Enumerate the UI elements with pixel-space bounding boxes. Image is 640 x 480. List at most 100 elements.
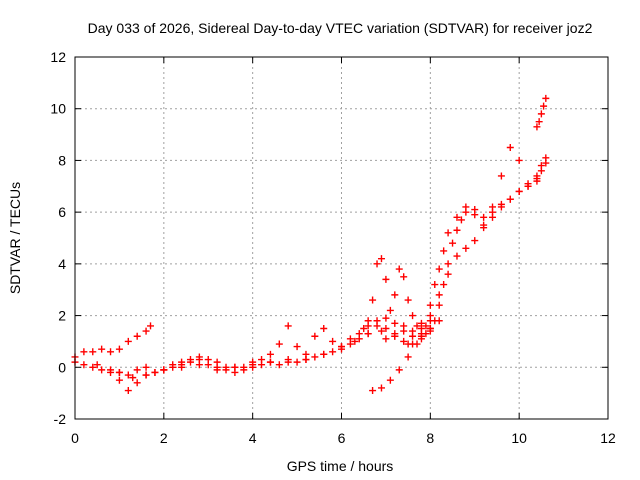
data-point <box>395 265 403 273</box>
data-point <box>440 247 448 255</box>
data-point <box>400 273 408 281</box>
data-point <box>329 348 337 356</box>
data-point <box>293 358 301 366</box>
data-point <box>480 213 488 221</box>
data-point <box>435 291 443 299</box>
data-point <box>382 325 390 332</box>
data-point <box>364 330 372 338</box>
data-point <box>404 353 412 361</box>
data-point <box>453 213 461 221</box>
data-point <box>426 325 434 332</box>
data-point <box>524 182 532 190</box>
data-series-4 <box>115 317 443 382</box>
data-point <box>497 172 505 180</box>
data-series-3 <box>93 314 434 379</box>
data-point <box>302 356 310 364</box>
data-point <box>377 255 385 263</box>
data-point <box>142 371 150 379</box>
data-point <box>213 358 221 366</box>
data-point <box>369 387 377 395</box>
data-series-5 <box>360 167 545 338</box>
data-point <box>115 368 123 376</box>
data-point <box>107 366 115 374</box>
data-point <box>533 123 541 131</box>
x-axis-label: GPS time / hours <box>287 458 394 474</box>
y-tick-label: 4 <box>58 256 66 272</box>
data-series-8 <box>533 94 550 131</box>
data-point <box>169 361 177 369</box>
data-point <box>266 358 274 366</box>
data-point <box>284 322 292 330</box>
data-point <box>124 387 132 395</box>
data-point <box>435 301 443 309</box>
data-point <box>275 361 283 369</box>
data-point <box>129 374 137 382</box>
data-layer <box>71 94 550 395</box>
data-series-6 <box>369 159 550 395</box>
data-point <box>537 110 545 118</box>
data-point <box>89 363 97 371</box>
data-point <box>542 154 550 162</box>
data-point <box>133 332 141 340</box>
x-tick-label: 8 <box>426 430 434 446</box>
data-point <box>453 252 461 260</box>
data-point <box>89 348 97 356</box>
data-point <box>535 118 543 126</box>
data-point <box>195 361 203 369</box>
data-point <box>386 376 394 384</box>
data-point <box>93 361 101 369</box>
data-point <box>391 291 399 299</box>
data-point <box>195 353 203 361</box>
data-point <box>471 237 479 245</box>
data-point <box>178 363 186 371</box>
data-point <box>355 330 363 338</box>
data-point <box>391 330 399 338</box>
data-point <box>369 296 377 304</box>
x-tick-label: 0 <box>71 430 79 446</box>
data-point <box>413 340 421 348</box>
data-point <box>320 350 328 358</box>
data-point <box>151 368 159 376</box>
data-point <box>404 296 412 304</box>
data-point <box>107 348 115 356</box>
data-point <box>142 327 150 335</box>
data-point <box>364 317 372 325</box>
y-tick-label: 8 <box>58 152 66 168</box>
chart-title: Day 033 of 2026, Sidereal Day-to-day VTE… <box>88 20 593 36</box>
data-point <box>311 332 319 340</box>
data-point <box>98 345 106 353</box>
data-point <box>382 314 390 322</box>
data-point <box>329 337 337 345</box>
data-point <box>386 306 394 314</box>
data-point <box>395 366 403 374</box>
data-point <box>346 335 354 343</box>
data-point <box>382 335 390 343</box>
x-tick-label: 12 <box>600 430 616 446</box>
data-point <box>98 366 106 374</box>
data-point <box>515 156 523 164</box>
data-point <box>435 265 443 273</box>
data-point <box>147 322 155 330</box>
data-point <box>142 363 150 371</box>
data-point <box>400 322 408 330</box>
data-point <box>426 301 434 309</box>
y-tick-label: -2 <box>54 411 67 427</box>
x-tick-label: 2 <box>160 430 168 446</box>
data-point <box>320 325 328 332</box>
data-point <box>204 356 212 364</box>
data-point <box>377 384 385 392</box>
data-point <box>489 213 497 221</box>
data-point <box>417 319 425 327</box>
data-point <box>115 345 123 353</box>
data-point <box>409 327 417 335</box>
data-point <box>440 281 448 289</box>
data-point <box>213 366 221 374</box>
data-point <box>497 203 505 211</box>
data-point <box>444 270 452 278</box>
data-point <box>115 376 123 384</box>
data-point <box>133 366 141 374</box>
data-point <box>426 312 434 320</box>
data-point <box>422 330 430 338</box>
data-point <box>231 363 239 371</box>
y-tick-label: 10 <box>50 101 66 117</box>
